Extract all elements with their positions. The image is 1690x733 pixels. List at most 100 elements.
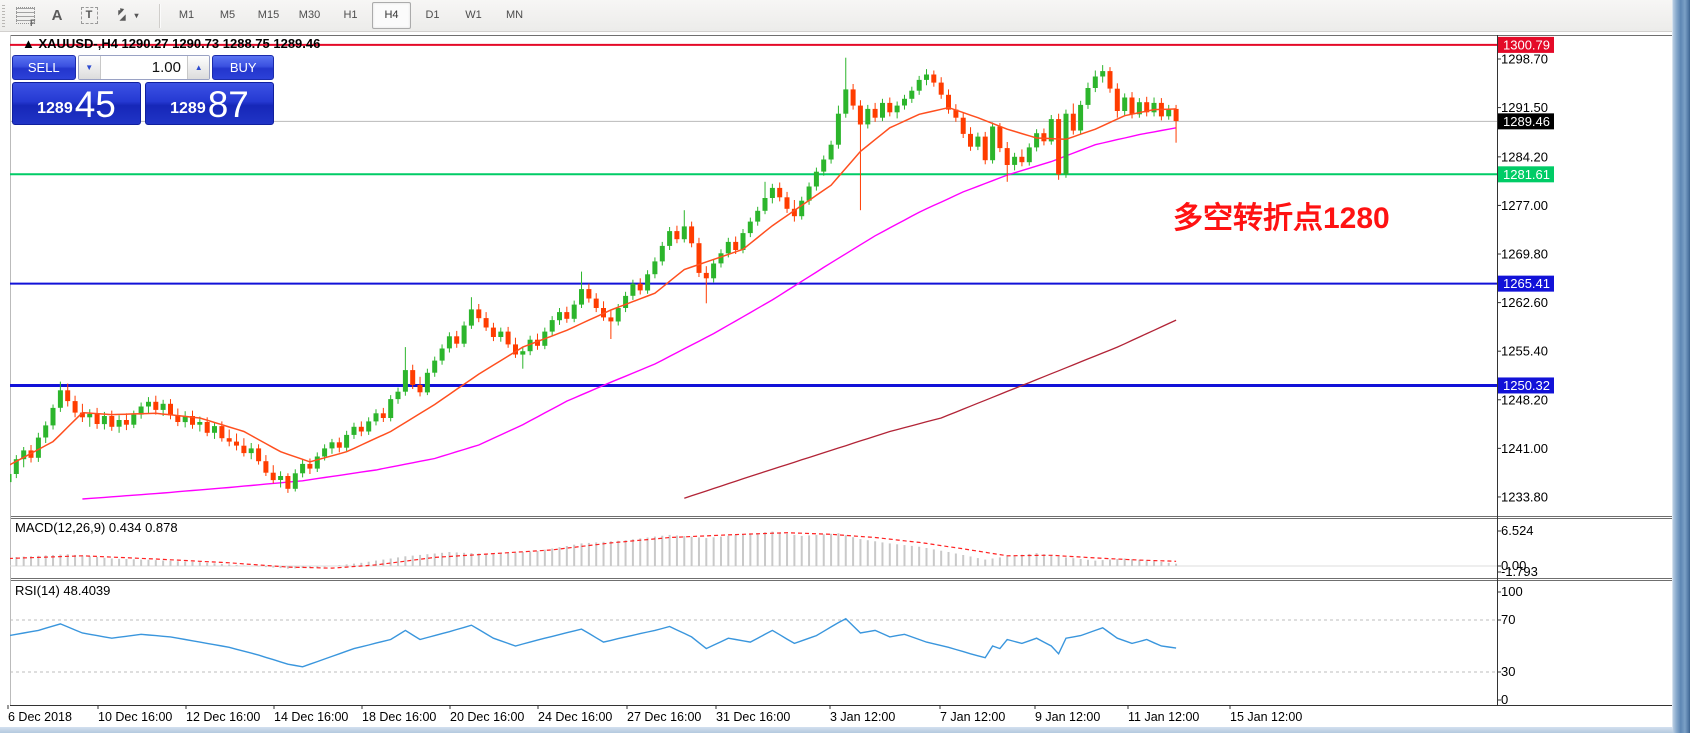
price-tick-label: 1291.50 (1501, 100, 1548, 115)
price-tick-label: 1284.20 (1501, 149, 1548, 164)
candle-body (535, 339, 540, 346)
rsi-axis-label: 70 (1501, 612, 1515, 627)
price-line-label: 1250.32 (1503, 378, 1550, 393)
candle-body (1085, 88, 1091, 105)
toolbar-drag-handle[interactable] (2, 4, 9, 27)
macd-panel (9, 531, 1497, 569)
candle-body (850, 89, 856, 106)
price-line-label-bg (1498, 113, 1554, 130)
ma-slow-line[interactable] (684, 319, 1177, 499)
annotation-text[interactable]: 多空转折点1280 (1173, 202, 1390, 235)
text-label-icon[interactable]: T (76, 4, 102, 28)
candle-body (21, 450, 27, 460)
candle-body (652, 261, 658, 275)
price-tick-label: 1248.20 (1501, 392, 1548, 407)
candle-body (212, 426, 217, 433)
price-tick-label: 1262.60 (1501, 295, 1548, 310)
candle-body (857, 105, 863, 125)
candle-body (593, 298, 599, 308)
time-tick-label: 14 Dec 16:00 (274, 710, 348, 724)
time-axis[interactable]: 6 Dec 2018 10 Dec 16:00 12 Dec 16:00 14 Dec… (7, 705, 1302, 724)
candle-body (439, 348, 445, 361)
ma-fast-line[interactable] (9, 106, 1177, 466)
macd-signal-line[interactable] (9, 532, 1177, 569)
cursor-arrows-icon[interactable]: ▾ (108, 4, 146, 28)
ma-mid-line[interactable] (82, 127, 1177, 500)
candle-body (380, 413, 386, 418)
candle-body (968, 133, 973, 147)
buy-quote-box[interactable]: 1289 87 (145, 82, 274, 125)
rsi-line[interactable] (9, 617, 1177, 668)
volume-input[interactable] (100, 56, 187, 79)
time-tick-label: 10 Dec 16:00 (98, 710, 172, 724)
price-line-label: 1289.46 (1503, 114, 1550, 129)
sell-quote-box[interactable]: 1289 45 (12, 82, 141, 125)
price-tick-label: 1255.40 (1501, 344, 1548, 359)
candle-body (549, 320, 555, 332)
candle-body (520, 351, 526, 355)
volume-increase-button[interactable]: ▲ (186, 56, 210, 79)
timeframe-button-d1[interactable]: D1 (425, 9, 440, 21)
candle-body (388, 399, 394, 418)
candle-body (902, 98, 907, 106)
volume-decrease-button[interactable]: ▼ (78, 56, 101, 79)
candle-body (402, 370, 408, 392)
candle-body (630, 283, 636, 296)
candle-body (909, 90, 915, 99)
font-a-icon[interactable]: A (51, 7, 63, 24)
buy-button[interactable]: BUY (212, 55, 274, 80)
candle-body (1063, 113, 1069, 175)
candle-body (116, 420, 122, 427)
candle-body (13, 459, 19, 474)
candle-body (10, 474, 12, 483)
timeframe-button-h4[interactable]: H4 (372, 2, 411, 29)
candle-body (270, 472, 276, 481)
candle-body (329, 442, 335, 449)
timeframe-button-m5[interactable]: M5 (219, 9, 236, 21)
timeframe-button-m15[interactable]: M15 (257, 9, 280, 21)
candle-body (300, 463, 306, 474)
time-tick-label: 24 Dec 16:00 (538, 710, 612, 724)
main-price-panel (9, 43, 1497, 500)
candle-body (843, 89, 849, 114)
candle-body (733, 241, 739, 250)
price-tick-label: 1241.00 (1501, 441, 1548, 456)
rsi-axis-label: 100 (1501, 584, 1523, 599)
candle-body (175, 415, 181, 422)
candle-body (1092, 76, 1098, 88)
candle-body (953, 109, 959, 118)
candle-body (813, 171, 819, 187)
candle-body (454, 336, 460, 344)
chart-grid-f-icon[interactable]: F (12, 4, 38, 28)
candle-body (204, 422, 210, 433)
candle-body (1122, 97, 1128, 111)
candle-body (446, 336, 452, 349)
candle-body (226, 438, 232, 442)
candle-body (72, 401, 78, 413)
candle-body (461, 325, 467, 344)
candle-body (153, 401, 159, 410)
timeframe-button-h1[interactable]: H1 (343, 9, 358, 21)
panel-borders (10, 35, 1672, 706)
timeframe-button-w1[interactable]: W1 (465, 9, 482, 21)
price-axis[interactable]: 1298.70 1291.50 1284.20 1277.00 1269.80 1262.… (1497, 36, 1554, 505)
candle-body (1078, 104, 1084, 131)
candle-body (498, 331, 504, 337)
candle-body (696, 243, 702, 273)
candle-body (65, 390, 71, 402)
timeframe-button-m30[interactable]: M30 (298, 9, 321, 21)
time-tick-label: 12 Dec 16:00 (186, 710, 260, 724)
candlestick-series (10, 57, 1179, 493)
chart-grid-f-icon-glyph: F (15, 7, 36, 28)
candle-body (703, 272, 709, 279)
candle-body (168, 403, 173, 416)
timeframe-button-m1[interactable]: M1 (178, 9, 195, 21)
sell-button[interactable]: SELL (12, 55, 76, 80)
timeframe-button-mn[interactable]: MN (505, 9, 524, 21)
price-line-label-bg (1498, 275, 1554, 292)
candle-body (1070, 113, 1076, 131)
candle-body (637, 283, 643, 291)
chart-background (0, 32, 1673, 733)
